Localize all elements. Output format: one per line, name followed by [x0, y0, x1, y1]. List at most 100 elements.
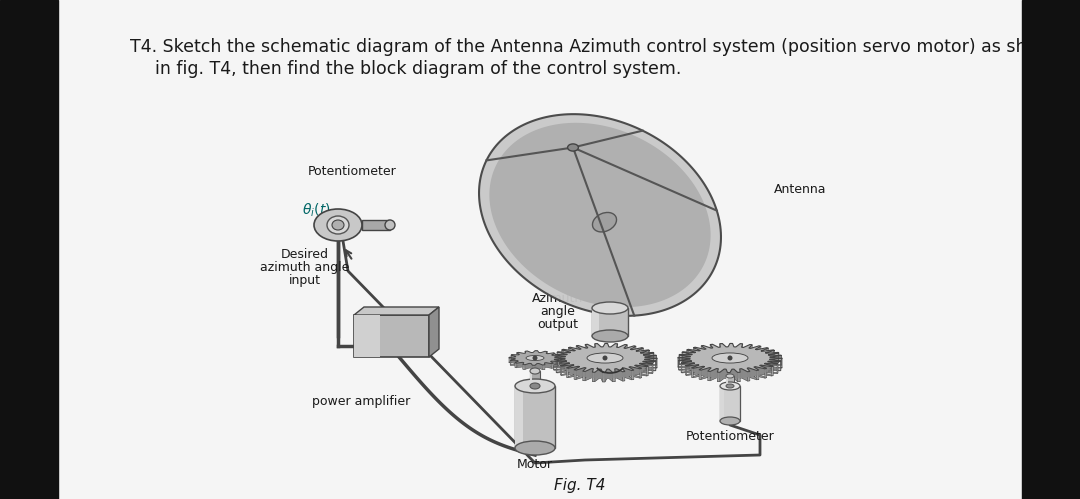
Polygon shape — [612, 372, 616, 382]
Polygon shape — [590, 368, 591, 378]
Ellipse shape — [588, 353, 623, 363]
Polygon shape — [586, 368, 588, 377]
Polygon shape — [620, 368, 621, 378]
Polygon shape — [707, 371, 711, 381]
Polygon shape — [678, 353, 782, 382]
Text: $\theta_o(t)$: $\theta_o(t)$ — [542, 264, 573, 282]
Bar — [592, 308, 627, 336]
Polygon shape — [640, 368, 642, 378]
Polygon shape — [616, 369, 617, 378]
Bar — [530, 371, 540, 386]
Circle shape — [728, 355, 732, 360]
Ellipse shape — [726, 384, 734, 388]
Polygon shape — [575, 370, 576, 379]
Circle shape — [603, 355, 607, 360]
Polygon shape — [596, 369, 597, 378]
Polygon shape — [747, 371, 750, 381]
Polygon shape — [516, 352, 518, 357]
Polygon shape — [585, 344, 588, 354]
Polygon shape — [733, 369, 734, 379]
Polygon shape — [687, 349, 688, 359]
Polygon shape — [725, 369, 726, 379]
Polygon shape — [525, 351, 527, 356]
Polygon shape — [592, 372, 595, 382]
Bar — [362, 220, 390, 230]
Polygon shape — [622, 368, 623, 378]
Polygon shape — [489, 123, 711, 307]
Polygon shape — [595, 369, 596, 378]
Bar — [720, 386, 724, 421]
Polygon shape — [597, 369, 598, 378]
Polygon shape — [553, 343, 657, 373]
Polygon shape — [354, 307, 438, 315]
Bar — [354, 315, 429, 357]
Polygon shape — [535, 351, 538, 355]
Polygon shape — [723, 369, 724, 378]
Polygon shape — [553, 353, 657, 382]
Bar — [726, 376, 728, 386]
Polygon shape — [634, 346, 636, 356]
Polygon shape — [622, 371, 625, 381]
Polygon shape — [584, 368, 585, 377]
Polygon shape — [701, 345, 703, 355]
Text: in fig. T4, then find the block diagram of the control system.: in fig. T4, then find the block diagram … — [156, 60, 681, 78]
Polygon shape — [648, 350, 649, 360]
Polygon shape — [773, 350, 774, 360]
Polygon shape — [625, 367, 626, 377]
Ellipse shape — [592, 330, 627, 342]
Polygon shape — [592, 369, 594, 378]
Polygon shape — [591, 368, 592, 378]
Polygon shape — [743, 368, 744, 378]
Polygon shape — [741, 369, 742, 378]
Polygon shape — [719, 369, 721, 378]
Polygon shape — [552, 363, 553, 368]
Polygon shape — [731, 369, 732, 379]
Text: Motor: Motor — [517, 458, 553, 471]
Polygon shape — [745, 368, 747, 378]
Text: Potentiometer: Potentiometer — [308, 165, 396, 178]
Polygon shape — [567, 368, 568, 378]
Bar — [720, 386, 740, 421]
Ellipse shape — [384, 220, 395, 230]
Polygon shape — [716, 368, 717, 378]
Polygon shape — [615, 369, 616, 378]
Polygon shape — [691, 368, 693, 378]
Polygon shape — [509, 351, 561, 365]
Polygon shape — [542, 365, 545, 370]
Polygon shape — [686, 365, 687, 375]
Polygon shape — [623, 368, 624, 377]
Polygon shape — [734, 369, 735, 378]
Bar — [354, 315, 380, 357]
Polygon shape — [713, 368, 714, 378]
Ellipse shape — [720, 382, 740, 390]
Polygon shape — [603, 373, 605, 382]
Polygon shape — [699, 370, 701, 379]
Polygon shape — [605, 369, 606, 379]
Text: Antenna: Antenna — [773, 183, 826, 196]
Polygon shape — [617, 369, 619, 378]
Text: output: output — [538, 318, 579, 331]
Polygon shape — [594, 369, 595, 378]
Polygon shape — [523, 364, 525, 369]
Text: azimuth angle: azimuth angle — [260, 261, 350, 274]
Polygon shape — [608, 369, 610, 379]
Ellipse shape — [530, 368, 540, 374]
Polygon shape — [619, 368, 620, 378]
Polygon shape — [727, 369, 728, 379]
Polygon shape — [647, 366, 648, 376]
Polygon shape — [751, 367, 752, 377]
Polygon shape — [728, 369, 730, 379]
Polygon shape — [558, 361, 559, 366]
Polygon shape — [742, 369, 743, 378]
Ellipse shape — [530, 383, 540, 389]
Ellipse shape — [593, 213, 617, 232]
Polygon shape — [632, 370, 634, 380]
Polygon shape — [726, 369, 727, 379]
Ellipse shape — [327, 216, 349, 234]
Polygon shape — [718, 369, 719, 378]
Polygon shape — [710, 368, 711, 377]
Polygon shape — [728, 373, 730, 382]
Polygon shape — [598, 369, 599, 378]
Text: power amplifier: power amplifier — [312, 395, 410, 408]
Text: Azimuth: Azimuth — [532, 292, 583, 305]
